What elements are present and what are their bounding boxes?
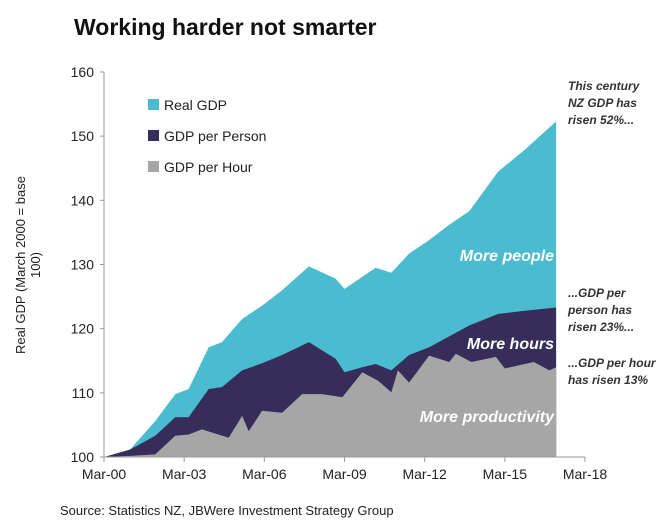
legend-swatch xyxy=(148,130,159,141)
y-tick-label: 120 xyxy=(71,321,95,337)
legend-label: Real GDP xyxy=(164,97,227,113)
x-tick-label: Mar-15 xyxy=(483,466,528,482)
y-tick-label: 160 xyxy=(71,64,95,80)
y-tick-label: 150 xyxy=(71,128,95,144)
area-label: More people xyxy=(460,248,554,265)
legend-label: GDP per Hour xyxy=(164,159,253,175)
legend-swatch xyxy=(148,161,159,172)
y-tick-label: 130 xyxy=(71,257,95,273)
x-tick-label: Mar-09 xyxy=(322,466,367,482)
x-tick-label: Mar-00 xyxy=(82,466,127,482)
area-gdp-per-hour xyxy=(104,353,557,457)
area-label: More productivity xyxy=(420,409,555,426)
y-tick-label: 110 xyxy=(72,385,95,401)
x-tick-label: Mar-06 xyxy=(242,466,287,482)
annotation-real-gdp: This century NZ GDP has risen 52%... xyxy=(568,79,640,127)
source-note: Source: Statistics NZ, JBWere Investment… xyxy=(60,503,394,518)
chart-title: Working harder not smarter xyxy=(74,14,377,40)
annotation-gdp-per-hour: ...GDP per hour has risen 13% xyxy=(568,356,656,387)
x-tick-label: Mar-03 xyxy=(162,466,207,482)
x-tick-label: Mar-12 xyxy=(402,466,447,482)
y-tick-label: 100 xyxy=(71,449,95,465)
annotation-gdp-per-person: ...GDP per person has risen 23%... xyxy=(568,286,635,334)
y-tick-label: 140 xyxy=(71,192,95,208)
x-tick-label: Mar-18 xyxy=(563,466,608,482)
legend-label: GDP per Person xyxy=(164,128,266,144)
legend-swatch xyxy=(148,99,159,110)
area-label: More hours xyxy=(467,336,554,353)
